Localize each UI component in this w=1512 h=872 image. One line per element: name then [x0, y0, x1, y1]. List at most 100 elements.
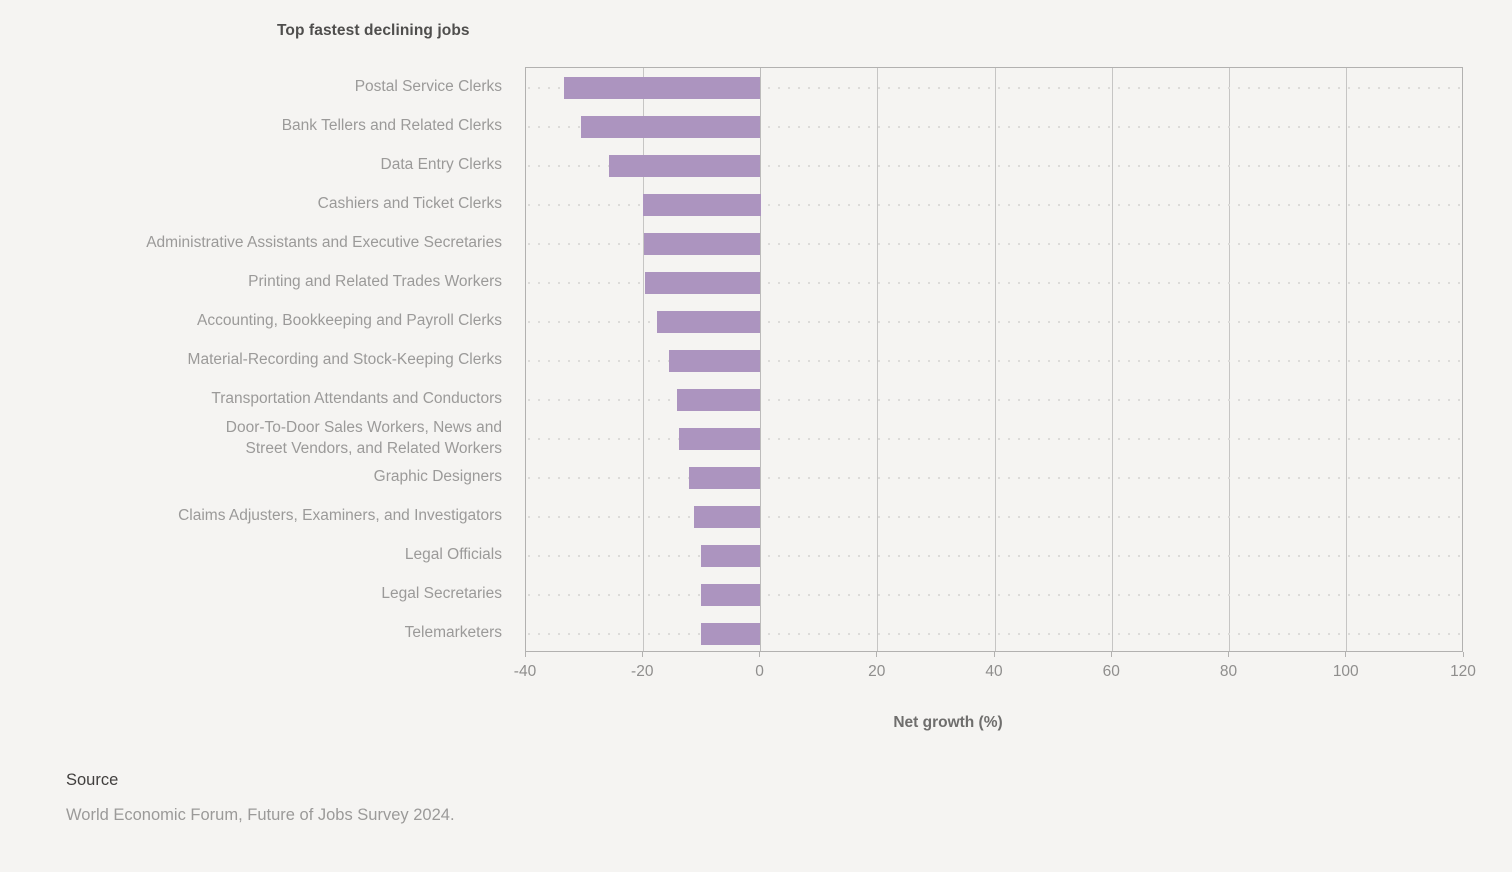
- x-tick-label: 80: [1219, 663, 1238, 680]
- bar: [676, 388, 761, 411]
- x-tick-mark: [993, 652, 995, 657]
- row-dotted-gridline: [528, 242, 1460, 245]
- bar: [580, 115, 761, 138]
- category-label-row: Material-Recording and Stock-Keeping Cle…: [40, 340, 502, 379]
- category-label-row: Legal Secretaries: [40, 574, 502, 613]
- bar: [608, 154, 761, 177]
- x-tick-label: 40: [985, 663, 1003, 680]
- category-label: Cashiers and Ticket Clerks: [317, 195, 502, 212]
- category-row: [526, 341, 1462, 380]
- category-label: Administrative Assistants and Executive …: [146, 234, 502, 251]
- source-label: Source: [66, 771, 119, 789]
- category-label-row: Postal Service Clerks: [40, 67, 502, 106]
- bar: [643, 232, 761, 255]
- chart-title: Top fastest declining jobs: [277, 22, 470, 39]
- x-tick-label: 20: [868, 663, 886, 680]
- x-tick-label: 100: [1332, 663, 1359, 680]
- category-label: Claims Adjusters, Examiners, and Investi…: [178, 507, 502, 524]
- category-label-row: Transportation Attendants and Conductors: [40, 379, 502, 418]
- x-tick-label: 0: [755, 663, 764, 680]
- category-label: Material-Recording and Stock-Keeping Cle…: [187, 351, 502, 368]
- x-tick-label: 60: [1102, 663, 1120, 680]
- row-dotted-gridline: [528, 632, 1460, 635]
- category-label-row: Bank Tellers and Related Clerks: [40, 106, 502, 145]
- category-label-row: Accounting, Bookkeeping and Payroll Cler…: [40, 301, 502, 340]
- bar: [656, 310, 761, 333]
- category-row: [526, 146, 1462, 185]
- x-tick-label: -20: [631, 663, 654, 680]
- x-axis-title: Net growth (%): [893, 714, 1003, 731]
- category-label-row: Door-To-Door Sales Workers, News and Str…: [40, 418, 502, 457]
- x-tick-mark: [524, 652, 526, 657]
- category-row: [526, 497, 1462, 536]
- bar: [679, 427, 761, 450]
- row-dotted-gridline: [528, 593, 1460, 596]
- category-label-row: Cashiers and Ticket Clerks: [40, 184, 502, 223]
- category-label: Postal Service Clerks: [354, 78, 502, 95]
- row-dotted-gridline: [528, 320, 1460, 323]
- x-tick-mark: [1345, 652, 1347, 657]
- category-row: [526, 380, 1462, 419]
- category-row: [526, 302, 1462, 341]
- x-axis-tick-labels: -40 -20 0 20 40 60 80 100 120: [514, 663, 1476, 685]
- row-dotted-gridline: [528, 515, 1460, 518]
- row-dotted-gridline: [528, 398, 1460, 401]
- category-row: [526, 107, 1462, 146]
- row-dotted-gridline: [528, 164, 1460, 167]
- bar: [700, 544, 761, 567]
- category-label: Door-To-Door Sales Workers, News and Str…: [225, 418, 502, 457]
- row-dotted-gridline: [528, 125, 1460, 128]
- category-row: [526, 68, 1462, 107]
- category-label: Telemarketers: [404, 624, 502, 641]
- x-tick-label: 120: [1450, 663, 1476, 680]
- source-attribution: World Economic Forum, Future of Jobs Sur…: [66, 806, 455, 824]
- bar: [669, 349, 761, 372]
- category-label-row: Data Entry Clerks: [40, 145, 502, 184]
- category-label: Bank Tellers and Related Clerks: [281, 117, 502, 134]
- category-label: Legal Officials: [404, 546, 502, 563]
- category-row: [526, 536, 1462, 575]
- row-dotted-gridline: [528, 86, 1460, 89]
- category-label: Transportation Attendants and Conductors: [211, 390, 502, 407]
- bar: [700, 583, 761, 606]
- category-label-row: Telemarketers: [40, 613, 502, 652]
- row-dotted-gridline: [528, 203, 1460, 206]
- category-label-row: Legal Officials: [40, 535, 502, 574]
- category-row: [526, 614, 1462, 653]
- bar: [693, 505, 761, 528]
- row-dotted-gridline: [528, 437, 1460, 440]
- row-dotted-gridline: [528, 281, 1460, 284]
- category-row: [526, 263, 1462, 302]
- category-label-row: Administrative Assistants and Executive …: [40, 223, 502, 262]
- y-axis-category-labels: Postal Service Clerks Bank Tellers and Re…: [40, 67, 502, 652]
- category-label: Accounting, Bookkeeping and Payroll Cler…: [196, 312, 502, 329]
- row-dotted-gridline: [528, 476, 1460, 479]
- row-dotted-gridline: [528, 554, 1460, 557]
- plot-area: [525, 67, 1463, 652]
- x-tick-mark: [876, 652, 878, 657]
- bar: [645, 271, 761, 294]
- x-tick-label: -40: [513, 663, 537, 680]
- category-label: Printing and Related Trades Workers: [248, 273, 502, 290]
- row-dotted-gridline: [528, 359, 1460, 362]
- x-tick-mark: [1462, 652, 1464, 657]
- category-row: [526, 185, 1462, 224]
- category-label-row: Claims Adjusters, Examiners, and Investi…: [40, 496, 502, 535]
- category-label: Data Entry Clerks: [380, 156, 502, 173]
- category-row: [526, 224, 1462, 263]
- bar: [564, 76, 761, 99]
- category-row: [526, 458, 1462, 497]
- category-label-row: Graphic Designers: [40, 457, 502, 496]
- x-tick-mark: [1110, 652, 1112, 657]
- category-label: Legal Secretaries: [381, 585, 502, 602]
- x-tick-mark: [641, 652, 643, 657]
- category-label: Graphic Designers: [373, 468, 502, 485]
- x-tick-mark: [1228, 652, 1229, 657]
- bar: [701, 622, 761, 645]
- category-label-row: Printing and Related Trades Workers: [40, 262, 502, 301]
- category-row: [526, 575, 1462, 614]
- bar: [688, 466, 761, 489]
- bar: [643, 193, 761, 216]
- category-row: [526, 419, 1462, 458]
- x-tick-mark: [759, 652, 760, 657]
